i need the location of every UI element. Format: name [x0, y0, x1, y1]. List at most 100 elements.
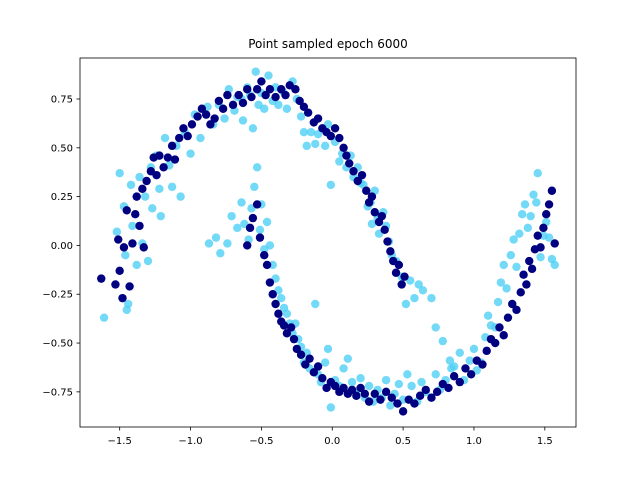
scatter-point	[282, 309, 292, 318]
scatter-point	[386, 247, 395, 256]
scatter-point	[356, 383, 365, 393]
scatter-point	[289, 334, 299, 344]
scatter-point	[431, 370, 440, 379]
scatter-point	[345, 159, 354, 168]
scatter-point	[228, 100, 238, 110]
scatter-point	[281, 90, 290, 100]
scatter-point	[277, 85, 286, 94]
scatter-point	[432, 387, 442, 397]
y-tick-label: 0.00	[51, 241, 73, 252]
scatter-point	[218, 104, 228, 113]
scatter-point	[223, 90, 232, 100]
scatter-point	[252, 163, 262, 172]
scatter-point	[522, 280, 531, 289]
scatter-point	[255, 225, 265, 235]
scatter-point	[400, 272, 409, 281]
scatter-point	[204, 239, 214, 248]
scatter-point	[271, 299, 280, 309]
scatter-point	[491, 338, 500, 348]
scatter-point	[330, 124, 340, 133]
scatter-point	[247, 92, 256, 102]
scatter-point	[410, 399, 419, 408]
scatter-point	[163, 153, 173, 162]
y-tick-label: 0.25	[51, 192, 73, 203]
scatter-point	[291, 85, 300, 94]
scatter-point	[167, 182, 177, 192]
scatter-point	[248, 124, 258, 133]
scatter-point	[512, 305, 521, 315]
scatter-point	[469, 344, 479, 354]
scatter-point	[391, 268, 401, 277]
scatter-point	[482, 346, 491, 356]
scatter-point	[318, 373, 327, 383]
scatter-point	[238, 116, 248, 125]
scatter-point	[262, 217, 272, 227]
scatter-point	[347, 385, 357, 395]
scatter-point	[252, 200, 262, 209]
scatter-point	[111, 280, 120, 289]
scatter-point	[512, 262, 521, 272]
scatter-point	[339, 383, 348, 393]
scatter-point	[550, 239, 559, 248]
scatter-point	[387, 393, 396, 402]
scatter-point	[126, 180, 136, 190]
scatter-point	[438, 336, 447, 346]
y-tick-label: −0.75	[42, 387, 73, 398]
scatter-point	[343, 354, 353, 363]
scatter-point	[265, 241, 275, 250]
scatter-point	[381, 387, 391, 397]
scatter-point	[339, 364, 348, 373]
scatter-point	[255, 233, 265, 242]
y-tick-label: 0.75	[51, 95, 73, 106]
scatter-point	[311, 139, 320, 149]
scatter-point	[265, 85, 275, 94]
scatter-point	[303, 108, 313, 117]
scatter-point	[148, 204, 157, 213]
scatter-point	[268, 290, 277, 299]
scatter-point	[220, 114, 229, 123]
scatter-point	[216, 249, 225, 258]
scatter-point	[302, 141, 311, 151]
scatter-point	[123, 299, 133, 309]
scatter-point	[544, 233, 554, 242]
scatter-point	[186, 149, 195, 158]
scatter-point	[398, 407, 408, 416]
scatter-point	[335, 133, 344, 143]
scatter-point	[265, 278, 275, 287]
scatter-point	[206, 120, 215, 129]
x-tick-label: −1.5	[108, 436, 132, 447]
scatter-point	[353, 176, 362, 186]
scatter-point	[496, 278, 506, 287]
scatter-point	[128, 221, 137, 231]
scatter-point	[401, 299, 411, 309]
scatter-point	[252, 85, 262, 94]
scatter-point	[251, 67, 260, 76]
scatter-point	[509, 235, 518, 244]
scatter-point	[520, 200, 530, 209]
scatter-point	[539, 223, 548, 233]
scatter-point	[536, 243, 545, 252]
scatter-point	[274, 309, 283, 318]
scatter-point	[517, 209, 527, 219]
scatter-point	[143, 256, 153, 266]
scatter-point	[447, 364, 456, 373]
scatter-point	[128, 239, 137, 248]
scatter-point	[197, 104, 207, 113]
scatter-point	[257, 77, 266, 86]
scatter-point	[326, 180, 336, 190]
scatter-point	[282, 104, 292, 113]
scatter-point	[349, 167, 358, 176]
scatter-point	[313, 129, 323, 139]
x-tick-label: 1.0	[466, 436, 482, 447]
scatter-point	[356, 373, 365, 383]
scatter-point	[370, 389, 379, 399]
points-layer	[97, 67, 559, 416]
scatter-point	[532, 198, 541, 207]
scatter-point	[261, 90, 270, 100]
scatter-point	[140, 192, 150, 201]
scatter-point	[320, 358, 330, 367]
scatter-point	[97, 274, 106, 283]
scatter-point	[499, 331, 508, 340]
scatter-point	[502, 284, 511, 293]
